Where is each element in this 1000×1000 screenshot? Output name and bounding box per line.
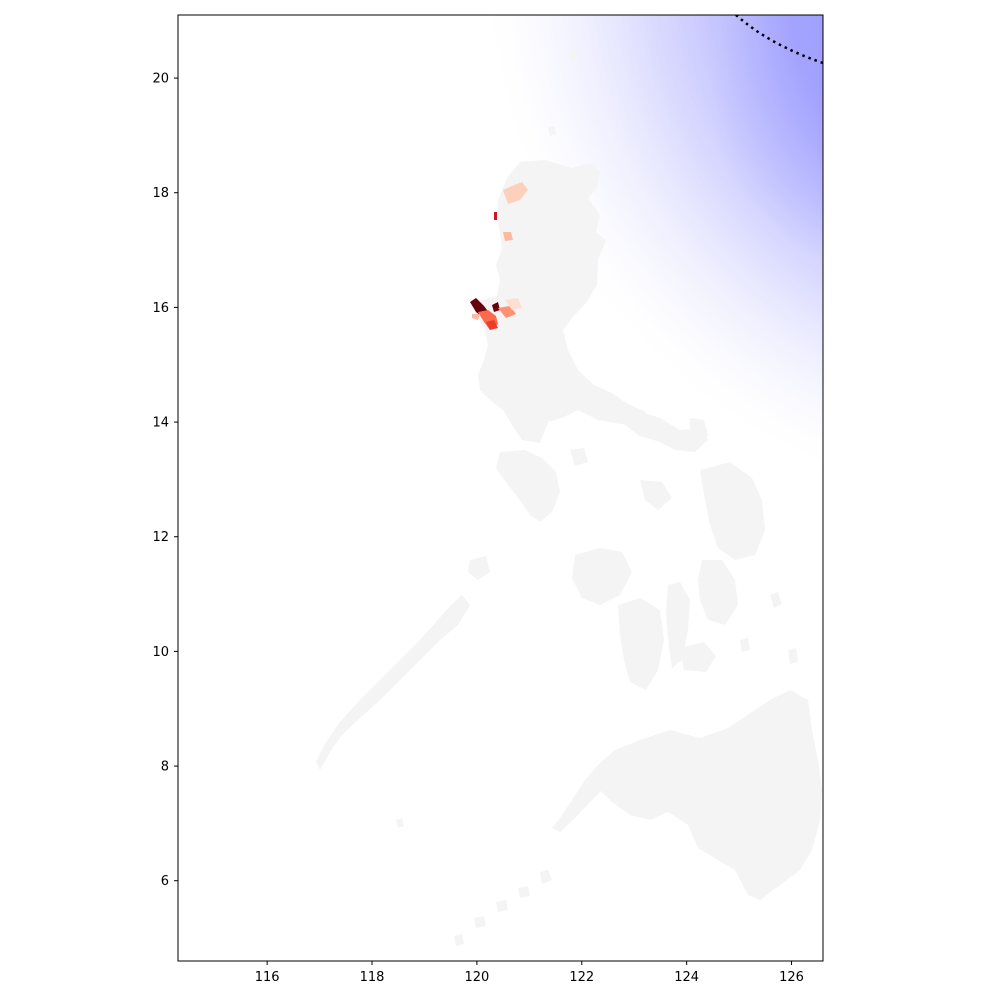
impact-region-3: [494, 212, 497, 220]
x-tick-label: 118: [360, 970, 385, 985]
x-tick-label: 126: [779, 970, 804, 985]
y-tick-label: 18: [152, 186, 169, 201]
x-tick-label: 116: [255, 970, 280, 985]
y-tick-label: 10: [152, 645, 169, 660]
y-tick-label: 14: [152, 416, 169, 431]
x-tick-label: 120: [464, 970, 489, 985]
x-axis-ticks: 116 118 120 122 124 126: [255, 961, 804, 985]
y-tick-label: 8: [161, 760, 169, 775]
y-tick-label: 20: [152, 72, 169, 87]
y-tick-label: 6: [161, 874, 169, 889]
y-tick-label: 16: [152, 301, 169, 316]
y-tick-label: 12: [152, 530, 169, 545]
y-axis-ticks: 6 8 10 12 14 16 18 20: [152, 72, 178, 890]
x-tick-label: 124: [674, 970, 699, 985]
x-tick-label: 122: [569, 970, 594, 985]
